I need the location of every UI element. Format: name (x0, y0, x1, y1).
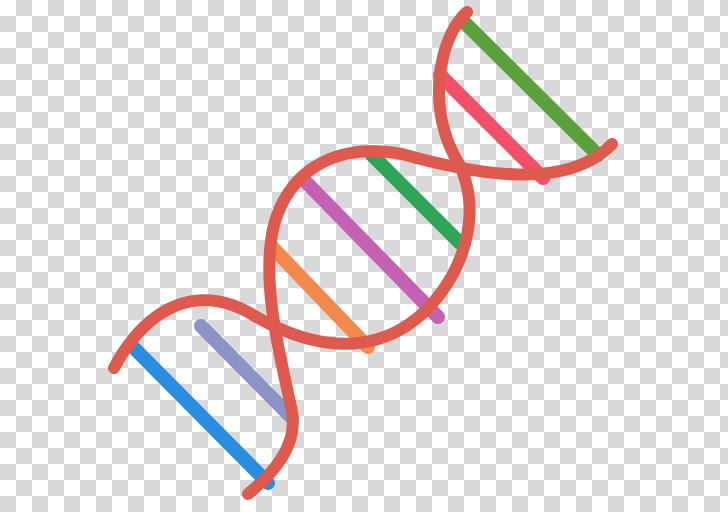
dna-base-pair-rungs (134, 20, 598, 483)
dna-strand-b (248, 144, 612, 494)
dna-backbone-strands (114, 12, 612, 494)
dna-rung-green-top (462, 20, 598, 155)
